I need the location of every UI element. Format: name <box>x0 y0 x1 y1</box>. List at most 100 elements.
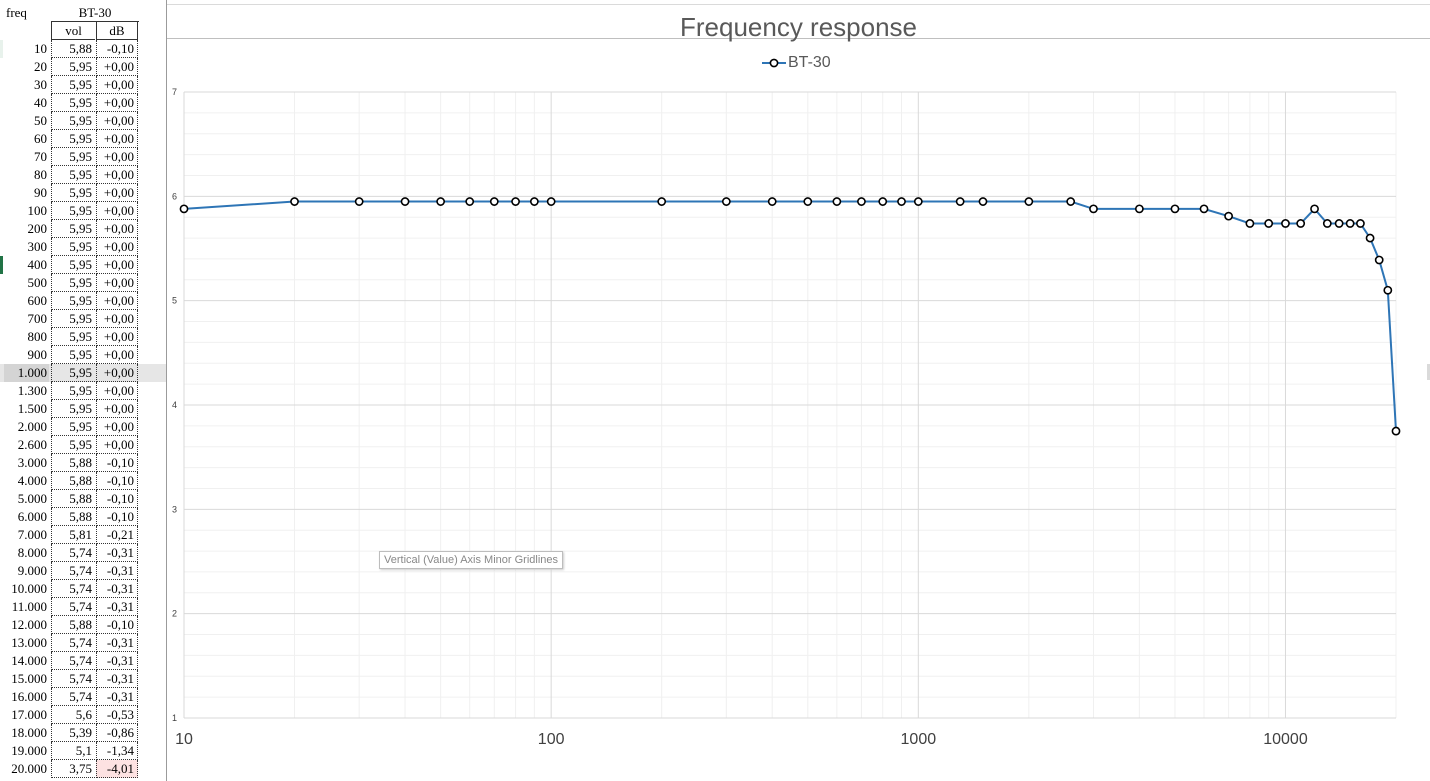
cell-db[interactable]: -0,31 <box>96 598 138 616</box>
cell-vol[interactable]: 5,95 <box>51 436 95 454</box>
table-row[interactable]: 300 5,95 +0,00 <box>0 238 167 256</box>
table-row[interactable]: 100 5,95 +0,00 <box>0 202 167 220</box>
table-row[interactable]: 70 5,95 +0,00 <box>0 148 167 166</box>
table-row[interactable]: 3.000 5,88 -0,10 <box>0 454 167 472</box>
cell-db[interactable]: -0,10 <box>96 472 138 490</box>
table-row[interactable]: 13.000 5,74 -0,31 <box>0 634 167 652</box>
cell-db[interactable]: -0,31 <box>96 580 138 598</box>
cell-freq[interactable]: 3.000 <box>17 455 47 470</box>
chart-legend[interactable]: BT-30 <box>762 54 831 72</box>
cell-freq[interactable]: 10 <box>34 41 47 56</box>
cell-freq[interactable]: 5.000 <box>17 491 47 506</box>
cell-freq[interactable]: 11.000 <box>11 599 47 614</box>
table-row[interactable]: 500 5,95 +0,00 <box>0 274 167 292</box>
table-row[interactable]: 90 5,95 +0,00 <box>0 184 167 202</box>
table-row[interactable]: 7.000 5,81 -0,21 <box>0 526 167 544</box>
cell-freq[interactable]: 19.000 <box>11 743 47 758</box>
cell-vol[interactable]: 5,6 <box>51 706 95 724</box>
cell-db[interactable]: -0,86 <box>96 724 138 742</box>
cell-vol[interactable]: 5,95 <box>51 328 95 346</box>
cell-db[interactable]: +0,00 <box>96 328 138 346</box>
cell-db[interactable]: +0,00 <box>96 202 138 220</box>
cell-db[interactable]: -0,21 <box>96 526 138 544</box>
cell-freq[interactable]: 60 <box>34 131 47 146</box>
cell-vol[interactable]: 5,74 <box>51 634 95 652</box>
cell-db[interactable]: +0,00 <box>96 238 138 256</box>
cell-freq[interactable]: 90 <box>34 185 47 200</box>
cell-vol[interactable]: 5,95 <box>51 418 95 436</box>
cell-vol[interactable]: 5,95 <box>51 382 95 400</box>
cell-vol[interactable]: 5,88 <box>51 490 95 508</box>
cell-db[interactable]: -0,10 <box>96 490 138 508</box>
cell-vol[interactable]: 5,95 <box>51 292 95 310</box>
cell-vol[interactable]: 3,75 <box>51 760 95 778</box>
cell-freq[interactable]: 2.000 <box>17 419 47 434</box>
cell-db[interactable]: +0,00 <box>96 112 138 130</box>
table-row[interactable]: 60 5,95 +0,00 <box>0 130 167 148</box>
table-row[interactable]: 14.000 5,74 -0,31 <box>0 652 167 670</box>
table-row[interactable]: 20 5,95 +0,00 <box>0 58 167 76</box>
table-row[interactable]: 600 5,95 +0,00 <box>0 292 167 310</box>
cell-db[interactable]: +0,00 <box>96 346 138 364</box>
cell-freq[interactable]: 70 <box>34 149 47 164</box>
cell-freq[interactable]: 100 <box>27 203 48 218</box>
table-row[interactable]: 40 5,95 +0,00 <box>0 94 167 112</box>
table-row[interactable]: 6.000 5,88 -0,10 <box>0 508 167 526</box>
table-row[interactable]: 12.000 5,88 -0,10 <box>0 616 167 634</box>
cell-db[interactable]: -0,31 <box>96 544 138 562</box>
table-row[interactable]: 8.000 5,74 -0,31 <box>0 544 167 562</box>
cell-freq[interactable]: 1.000 <box>4 364 49 382</box>
cell-db[interactable]: +0,00 <box>96 166 138 184</box>
cell-freq[interactable]: 20 <box>34 59 47 74</box>
cell-vol[interactable]: 5,95 <box>51 94 95 112</box>
cell-db[interactable]: -0,10 <box>96 454 138 472</box>
cell-db[interactable]: +0,00 <box>96 274 138 292</box>
cell-db[interactable]: -0,31 <box>96 634 138 652</box>
cell-freq[interactable]: 300 <box>27 239 48 254</box>
cell-db[interactable]: +0,00 <box>96 256 138 274</box>
cell-freq[interactable]: 400 <box>27 257 48 272</box>
cell-db[interactable]: +0,00 <box>96 58 138 76</box>
cell-db[interactable]: +0,00 <box>96 130 138 148</box>
cell-freq[interactable]: 6.000 <box>17 509 47 524</box>
table-row[interactable]: 16.000 5,74 -0,31 <box>0 688 167 706</box>
cell-db[interactable]: +0,00 <box>96 310 138 328</box>
table-row[interactable]: 50 5,95 +0,00 <box>0 112 167 130</box>
cell-vol[interactable]: 5,74 <box>51 598 95 616</box>
cell-freq[interactable]: 13.000 <box>11 635 47 650</box>
cell-db[interactable]: +0,00 <box>96 292 138 310</box>
cell-freq[interactable]: 200 <box>27 221 48 236</box>
plot-area[interactable]: 1 2 3 4 5 6 7 10 100 1000 10000 <box>167 0 1430 781</box>
cell-vol[interactable]: 5,74 <box>51 652 95 670</box>
cell-db[interactable]: -1,34 <box>96 742 138 760</box>
cell-freq[interactable]: 12.000 <box>11 617 47 632</box>
cell-vol[interactable]: 5,74 <box>51 580 95 598</box>
cell-vol[interactable]: 5,95 <box>51 130 95 148</box>
cell-db[interactable]: +0,00 <box>96 220 138 238</box>
cell-freq[interactable]: 14.000 <box>11 653 47 668</box>
cell-vol[interactable]: 5,95 <box>51 76 95 94</box>
cell-vol[interactable]: 5,95 <box>51 274 95 292</box>
cell-vol[interactable]: 5,1 <box>51 742 95 760</box>
cell-vol[interactable]: 5,88 <box>51 472 95 490</box>
cell-vol[interactable]: 5,95 <box>51 184 95 202</box>
cell-vol[interactable]: 5,95 <box>51 112 95 130</box>
table-row[interactable]: 2.000 5,95 +0,00 <box>0 418 167 436</box>
table-row[interactable]: 400 5,95 +0,00 <box>0 256 167 274</box>
cell-db[interactable]: -0,31 <box>96 688 138 706</box>
cell-vol[interactable]: 5,88 <box>51 40 95 58</box>
cell-freq[interactable]: 10.000 <box>11 581 47 596</box>
cell-vol[interactable]: 5,88 <box>51 616 95 634</box>
table-row[interactable]: 2.600 5,95 +0,00 <box>0 436 167 454</box>
table-row[interactable]: 9.000 5,74 -0,31 <box>0 562 167 580</box>
cell-vol[interactable]: 5,95 <box>51 346 95 364</box>
cell-freq[interactable]: 500 <box>27 275 48 290</box>
cell-vol[interactable]: 5,95 <box>51 202 95 220</box>
cell-vol[interactable]: 5,95 <box>51 166 95 184</box>
cell-db[interactable]: -4,01 <box>96 760 138 778</box>
table-row[interactable]: 5.000 5,88 -0,10 <box>0 490 167 508</box>
cell-db[interactable]: +0,00 <box>96 184 138 202</box>
cell-freq[interactable]: 7.000 <box>17 527 47 542</box>
table-row[interactable]: 10.000 5,74 -0,31 <box>0 580 167 598</box>
header-freq[interactable]: freq <box>6 5 27 20</box>
